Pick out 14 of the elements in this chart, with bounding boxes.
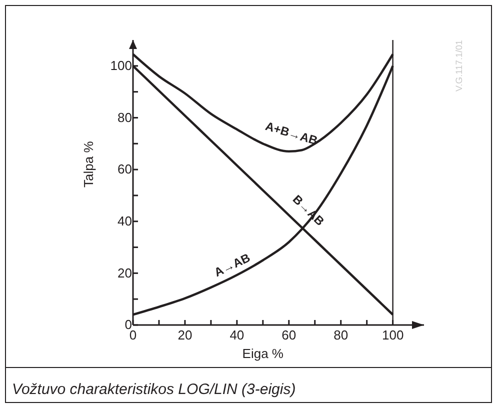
y-axis-title: Talpa % — [81, 140, 96, 188]
y-tick-label: 100 — [110, 58, 132, 74]
x-axis-title: Eiga % — [242, 346, 284, 361]
x-tick-label: 60 — [282, 328, 296, 343]
y-tick-label: 40 — [118, 214, 132, 229]
x-tick-label: 100 — [382, 328, 404, 343]
x-tick-label: 40 — [230, 328, 244, 343]
y-tick-label: 20 — [118, 265, 132, 280]
x-tick-label: 80 — [334, 328, 348, 343]
text: Vožtuvo charakteristikos LOG/LIN (3-eigis) — [12, 381, 296, 398]
y-tick-label: 60 — [118, 162, 132, 177]
y-tick-label: 0 — [124, 317, 132, 332]
y-tick-label: 80 — [118, 110, 132, 125]
x-tick-label: 20 — [178, 328, 192, 343]
